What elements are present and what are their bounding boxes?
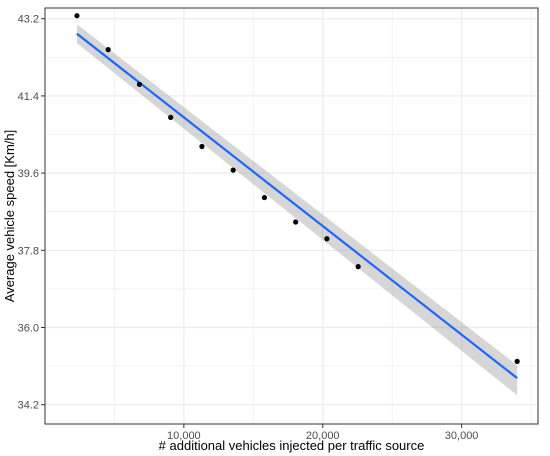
y-axis-title: Average vehicle speed [Km/h] [2,130,17,302]
data-point [293,219,299,225]
x-tick-label: 30,000 [445,430,479,442]
panel-border [44,7,539,425]
y-tick-label: 36.0 [18,323,39,335]
y-tick-label: 39.6 [18,168,39,180]
data-point [230,167,236,173]
y-tick-label: 37.8 [18,245,39,257]
grid-lines [45,8,538,424]
x-tick-label: 10,000 [167,430,201,442]
x-axis-title: # additional vehicles injected per traff… [159,438,425,453]
x-axis-ticks: 10,000 20,000 30,000 [167,424,478,442]
data-point [168,114,174,120]
y-tick-label: 34.2 [18,400,39,412]
data-point [74,13,80,19]
data-points [74,13,520,364]
data-point [199,143,205,150]
y-tick-label: 41.4 [18,91,39,103]
x-tick-label: 20,000 [306,430,340,442]
y-axis-ticks: 34.2 36.0 37.8 39.6 41.4 43.2 [18,14,45,412]
data-point [324,236,330,242]
regression-line [76,32,518,379]
data-point [136,81,143,87]
data-point [261,194,268,201]
confidence-band [76,24,518,396]
data-point [514,358,520,364]
data-point [355,264,361,270]
y-tick-label: 43.2 [18,14,39,26]
data-point [105,47,111,53]
